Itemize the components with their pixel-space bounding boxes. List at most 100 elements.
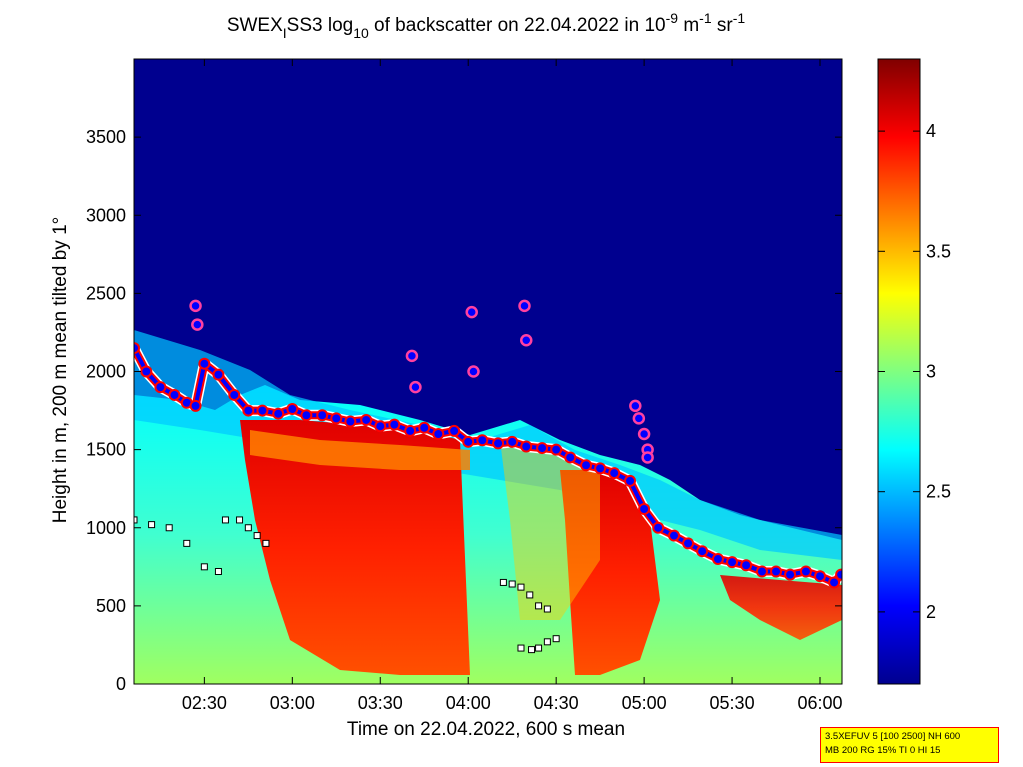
y-tick-label: 0 [116,674,126,694]
mlh-point [300,409,313,422]
mlh-point [580,459,593,472]
layer-square-point [526,591,534,599]
layer-square-point [262,539,270,547]
mlh-point [189,399,202,412]
mlh-point [360,413,373,426]
mlh-point [682,537,695,550]
colorbar-tick-label: 4 [926,121,936,141]
mlh-point [462,435,475,448]
peak-point [632,412,646,425]
aerosol-streak [500,440,600,620]
mlh-point [520,440,533,453]
mlh-point [272,407,285,420]
layer-square-point [528,646,536,654]
layer-square-point [517,583,525,591]
mlh-point [374,420,387,433]
x-tick-label: 05:30 [710,693,755,713]
mlh-point [212,368,225,381]
colorbar-tick-label: 2 [926,602,936,622]
layer-markers [134,299,842,654]
layer-square-point [200,563,208,571]
layer-square-point [214,568,222,575]
mlh-point [134,342,140,355]
x-tick-label: 03:30 [358,693,403,713]
mlh-point [536,442,549,455]
dense-aerosol-block-1 [240,420,470,675]
mlh-point [726,556,739,569]
mlh-point [242,404,255,417]
y-tick-label: 1500 [86,440,126,460]
y-axis-label: Height in m, 200 m mean tilted by 1° [50,217,71,523]
mlh-point [256,404,269,417]
mlh-point [638,503,651,515]
x-tick-label: 02:30 [182,693,227,713]
layer-square-point [236,516,244,524]
layer-square-point [508,580,516,588]
mlh-point [286,403,299,415]
y-axis: 0 500 1000 1500 2000 2500 3000 3500 [86,127,842,694]
layer-square-point [517,644,525,652]
layer-square-point [499,578,507,586]
y-tick-label: 1000 [86,518,126,538]
mlh-point [799,565,812,578]
mlh-point [770,565,783,578]
chart-title: SWEXISS3 log10 of backscatter on 22.04.2… [227,10,746,41]
peak-point [189,299,202,313]
layer-square-point [183,539,191,547]
colorbar-tick-label: 2.5 [926,482,951,502]
y-tick-label: 3500 [86,127,126,147]
mlh-point [835,568,842,581]
colorbar-tick-label: 3 [926,362,936,382]
settings-line-1: 3.5XEFUV 5 [100 2500] NH 600 [825,731,961,742]
x-axis: 02:30 03:00 03:30 04:00 04:30 05:00 05:30 06:00 [182,59,843,713]
mlh-point [432,428,445,440]
mlh-point [404,424,417,437]
y-tick-label: 2500 [86,283,126,303]
layer-square-point [165,524,173,532]
mlh-point [198,357,211,370]
colorbar-tick-label: 3.5 [926,241,951,261]
layer-square-point [543,605,551,613]
mlh-point [506,435,519,448]
x-tick-label: 04:30 [534,693,579,713]
settings-line-2: MB 200 RG 15% TI 0 HI 15 [825,745,941,756]
peak-point [629,399,642,413]
mlh-point [608,467,621,480]
mlh-point [624,474,637,487]
layer-square-point [244,524,252,532]
layer-square-point [543,638,551,646]
peak-point [520,334,533,347]
y-tick-label: 500 [96,596,126,616]
mlh-point [492,437,505,450]
x-tick-label: 03:00 [270,693,315,713]
y-tick-label: 2000 [86,362,126,382]
mlh-point [168,388,181,401]
mlh-point [652,521,665,534]
mlh-point [448,424,461,437]
mlh-point [814,570,827,583]
layer-square-point [148,521,156,529]
mlh-point [740,559,753,572]
settings-infobox: 3.5XEFUV 5 [100 2500] NH 600 MB 200 RG 1… [820,727,999,763]
mlh-point [228,388,241,401]
layer-square-point [134,516,138,524]
peak-point [409,380,422,394]
y-tick-label: 3000 [86,205,126,225]
mlh-point [344,415,357,428]
colorbar-ticks: 2 2.5 3 3.5 4 [878,121,951,622]
layer-square-point [535,644,543,652]
mlh-point [154,381,167,394]
x-tick-label: 06:00 [797,693,842,713]
heatmap-plot [134,59,842,684]
mlh-point [564,451,577,464]
peak-point [467,365,480,378]
mlh-point [388,418,401,431]
peak-point [641,451,654,464]
layer-square-point [552,635,560,643]
mlh-point [755,565,768,578]
mlh-point [784,568,797,581]
mlh-point [418,421,431,434]
layer-square-point [535,602,543,610]
mlh-point [711,553,724,565]
mlh-point [668,529,681,542]
